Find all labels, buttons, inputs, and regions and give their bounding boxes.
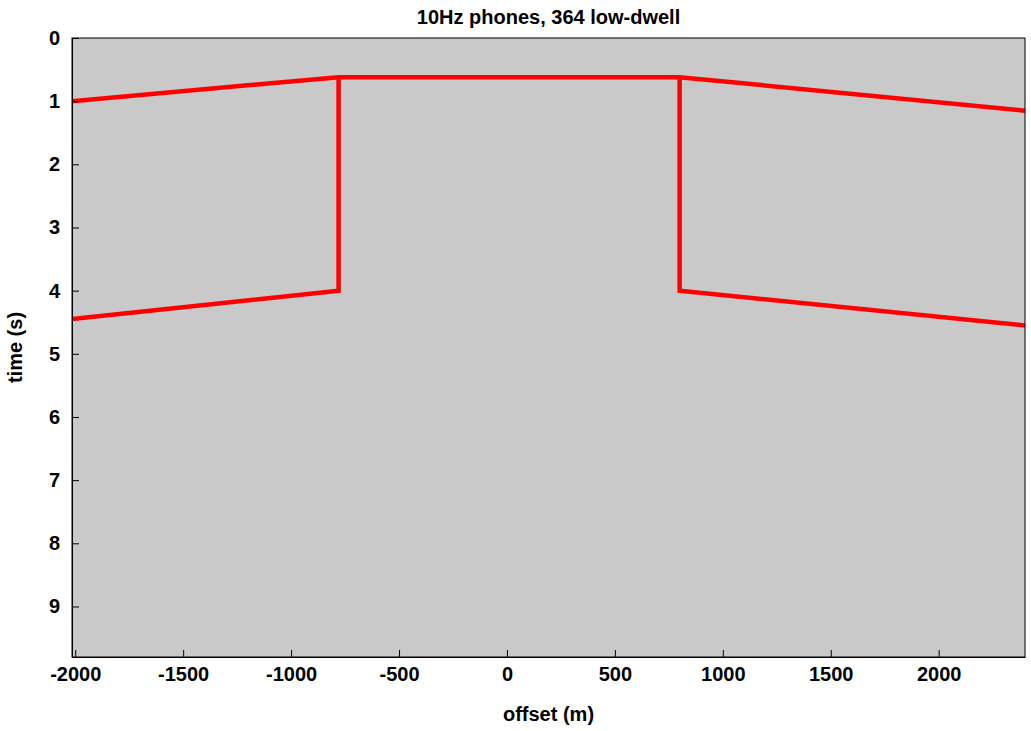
- plot-background: [72, 38, 1025, 657]
- y-tick: 1: [49, 90, 79, 112]
- x-tick-label: 500: [599, 663, 632, 685]
- y-tick-mark: [72, 354, 79, 355]
- y-tick: 2: [49, 153, 79, 175]
- y-tick-label: 8: [49, 532, 60, 554]
- y-tick-label: 5: [49, 343, 60, 365]
- y-tick-mark: [72, 417, 79, 418]
- x-tick: -1000: [266, 650, 317, 685]
- y-tick-mark: [72, 606, 79, 607]
- x-tick: -2000: [50, 650, 101, 685]
- x-tick: 500: [599, 650, 632, 685]
- x-tick: 1000: [701, 650, 746, 685]
- y-tick-label: 3: [49, 216, 60, 238]
- y-tick: 9: [49, 595, 79, 617]
- y-tick-mark: [72, 227, 79, 228]
- series-group: [72, 77, 1025, 325]
- x-tick-mark: [831, 650, 832, 657]
- x-tick-label: -2000: [50, 663, 101, 685]
- x-tick-mark: [615, 650, 616, 657]
- x-tick-label: 0: [502, 663, 513, 685]
- y-tick-mark: [72, 543, 79, 544]
- y-tick-mark: [72, 164, 79, 165]
- y-axis-line: [72, 39, 73, 658]
- x-tick-mark: [291, 650, 292, 657]
- y-tick: 6: [49, 406, 79, 428]
- x-tick-label: -500: [380, 663, 420, 685]
- x-tick-label: -1500: [158, 663, 209, 685]
- mute-line: [680, 77, 1025, 325]
- title: 10Hz phones, 364 low-dwell: [417, 6, 680, 28]
- x-tick-mark: [723, 650, 724, 657]
- y-tick: 4: [49, 280, 79, 302]
- y-tick-label: 2: [49, 153, 60, 175]
- plot: -2000 -1500 -1000 -500 0 500 1000 1500 2000 0 1 2 3 4…: [49, 27, 1026, 685]
- y-tick-label: 4: [49, 280, 61, 302]
- frame: [72, 38, 1025, 657]
- x-tick-mark: [75, 650, 76, 657]
- x-tick-label: 2000: [917, 663, 962, 685]
- x-tick-label: -1000: [266, 663, 317, 685]
- y-tick-mark: [72, 38, 79, 39]
- y-tick-label: 6: [49, 406, 60, 428]
- y-tick-mark: [72, 101, 79, 102]
- x-tick-label: 1000: [701, 663, 746, 685]
- y-tick-label: 1: [49, 90, 60, 112]
- x-tick: 1500: [809, 650, 854, 685]
- x-axis: -2000 -1500 -1000 -500 0 500 1000 1500 2000: [50, 650, 1025, 685]
- y-axis-title: time (s): [4, 312, 26, 383]
- mute-line: [72, 77, 339, 319]
- x-tick-mark: [183, 650, 184, 657]
- y-tick-label: 9: [49, 595, 60, 617]
- y-axis: 0 1 2 3 4 5 6 7 8 9: [49, 27, 79, 658]
- y-tick: 3: [49, 216, 79, 238]
- x-tick: 2000: [917, 650, 962, 685]
- x-tick: 0: [502, 650, 513, 685]
- x-tick: -500: [380, 650, 420, 685]
- y-tick-label: 0: [49, 27, 60, 49]
- chart: -2000 -1500 -1000 -500 0 500 1000 1500 2000 0 1 2 3 4…: [0, 0, 1031, 731]
- y-tick: 8: [49, 532, 79, 554]
- y-tick-mark: [72, 480, 79, 481]
- y-tick: 7: [49, 469, 79, 491]
- x-tick-mark: [399, 650, 400, 657]
- y-tick-label: 7: [49, 469, 60, 491]
- y-tick: 0: [49, 27, 79, 49]
- y-tick-mark: [72, 291, 79, 292]
- y-tick: 5: [49, 343, 79, 365]
- x-tick-mark: [507, 650, 508, 657]
- x-tick: -1500: [158, 650, 209, 685]
- x-tick-mark: [939, 650, 940, 657]
- x-tick-label: 1500: [809, 663, 854, 685]
- mute-line: [72, 77, 1025, 110]
- x-axis-line: [73, 657, 1026, 658]
- x-axis-title: offset (m): [503, 703, 594, 725]
